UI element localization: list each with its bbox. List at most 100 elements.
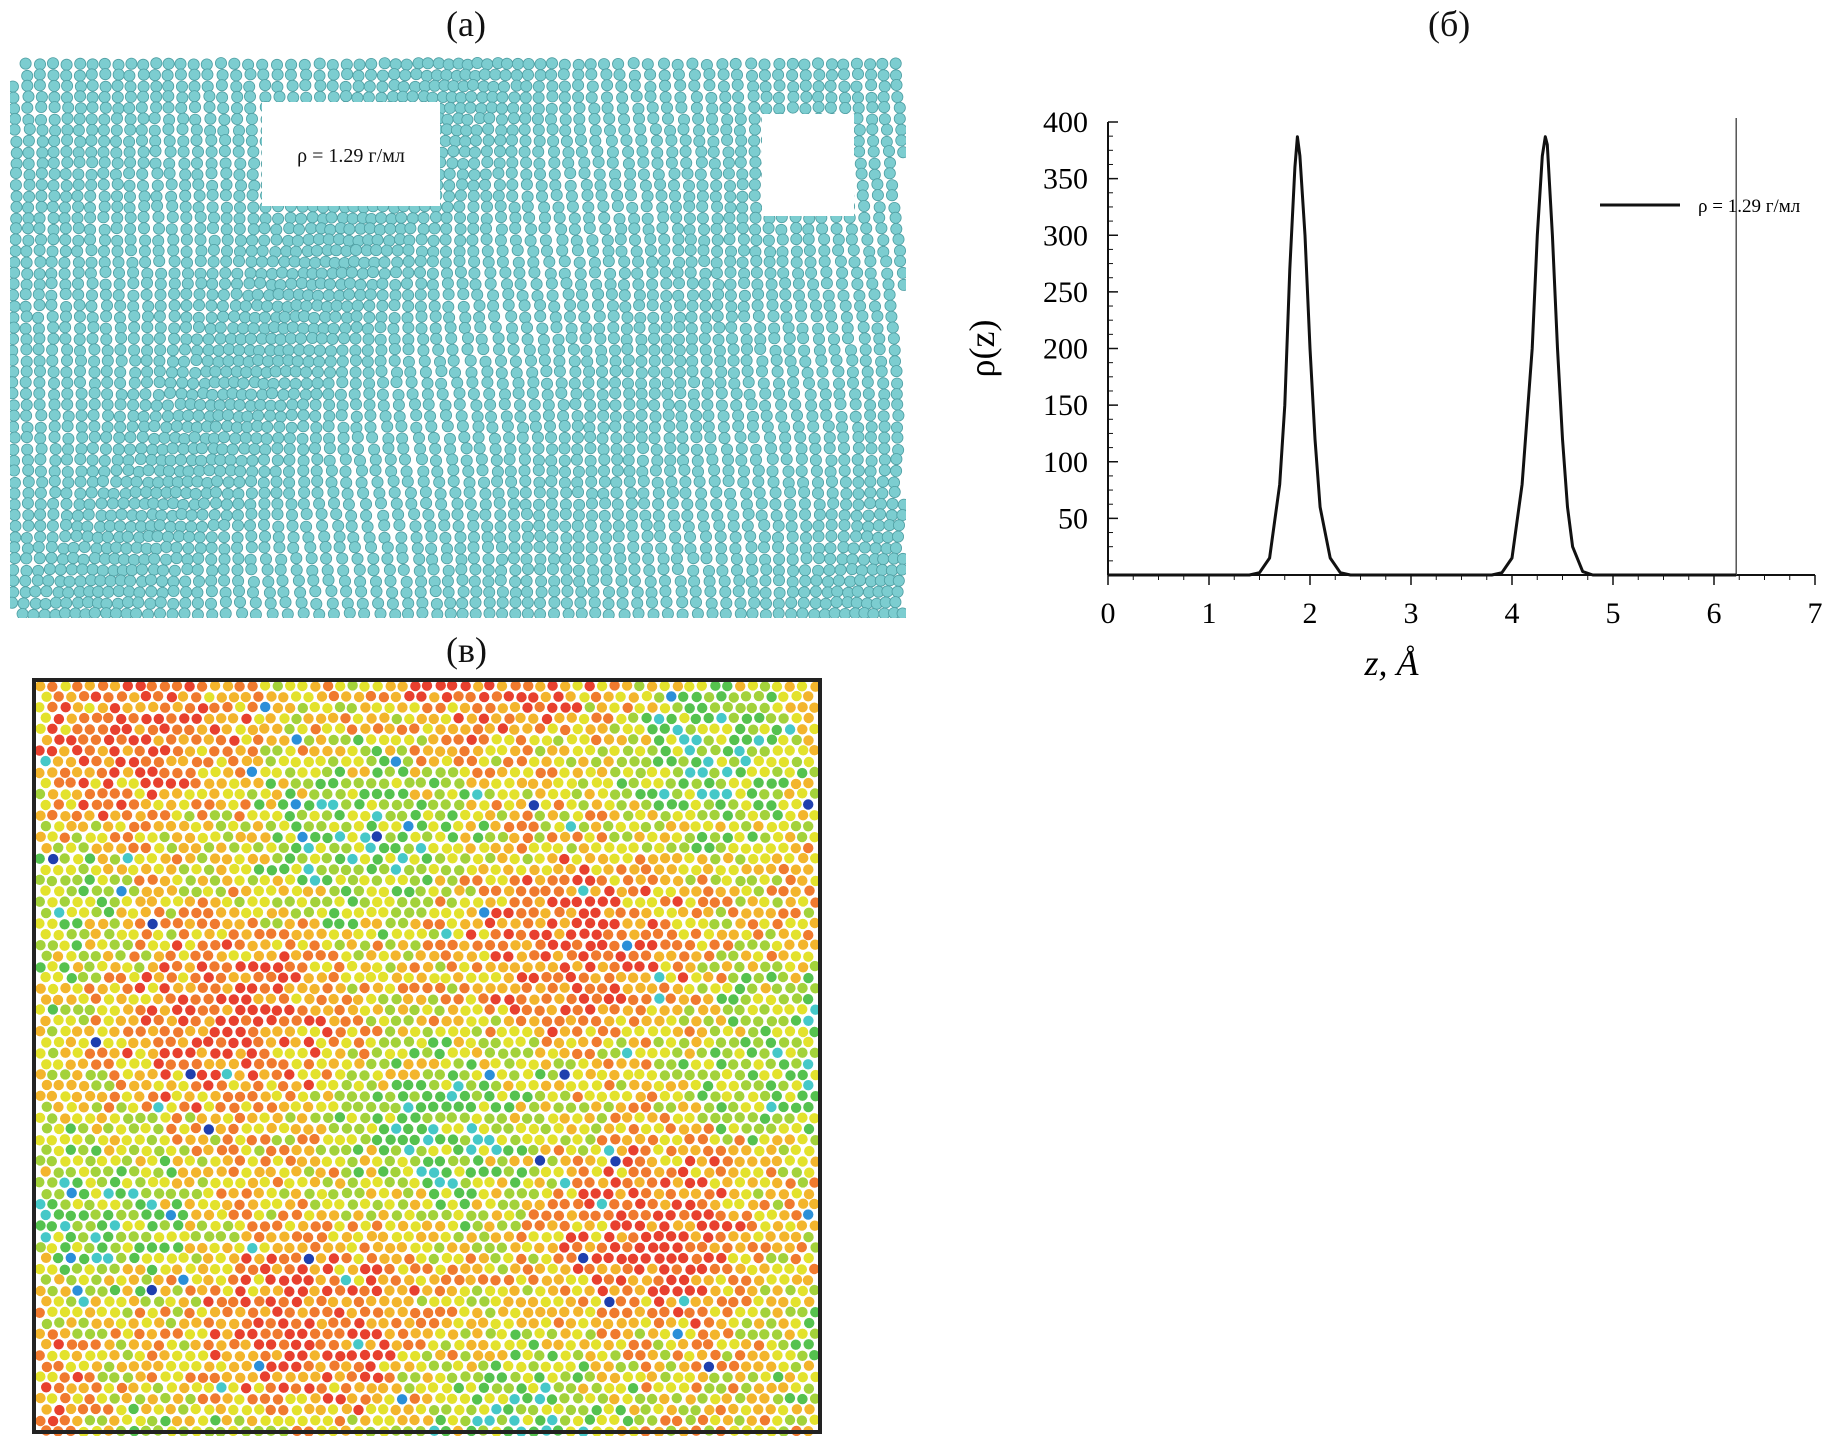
- atom-a: [10, 488, 20, 499]
- atom-a: [140, 235, 151, 246]
- atom-a: [887, 322, 898, 333]
- atom-c: [609, 746, 619, 756]
- atom-c: [148, 702, 158, 712]
- atom-c: [616, 800, 626, 810]
- atom-a: [452, 498, 463, 509]
- atom-a: [748, 91, 759, 102]
- atom-a: [573, 69, 584, 80]
- atom-a: [433, 344, 444, 355]
- atom-a: [182, 278, 193, 289]
- atom-a: [561, 564, 572, 575]
- atom-c: [660, 767, 670, 777]
- atom-a: [181, 334, 192, 345]
- atom-c: [716, 691, 726, 701]
- atom-c: [98, 681, 108, 691]
- atom-a: [334, 542, 345, 553]
- atom-a: [354, 455, 365, 466]
- atom-a: [33, 289, 44, 300]
- atom-a: [312, 367, 323, 378]
- atom-a: [658, 256, 669, 267]
- atom-a: [672, 223, 683, 234]
- atom-c: [204, 865, 214, 875]
- atom-c: [285, 703, 295, 713]
- atom-a: [546, 498, 557, 509]
- atom-c: [778, 692, 788, 702]
- atom-a: [850, 389, 861, 400]
- atom-a: [708, 146, 719, 157]
- atom-a: [137, 180, 148, 191]
- atom-c: [148, 875, 158, 885]
- atom-a: [533, 81, 544, 92]
- atom-c: [734, 832, 744, 842]
- atom-a: [521, 508, 532, 519]
- atom-c: [528, 692, 538, 702]
- atom-c: [542, 714, 552, 724]
- atom-c: [785, 832, 795, 842]
- atom-a: [10, 388, 18, 399]
- atom-a: [232, 113, 243, 124]
- atom-a: [179, 344, 190, 355]
- atom-c: [454, 908, 464, 918]
- atom-c: [179, 886, 189, 896]
- atom-c: [778, 886, 788, 896]
- atom-a: [808, 279, 819, 290]
- atom-a: [75, 355, 86, 366]
- atom-c: [210, 681, 220, 691]
- atom-a: [800, 356, 811, 367]
- atom-c: [84, 810, 94, 820]
- atom-a: [582, 356, 593, 367]
- atom-a: [210, 487, 221, 498]
- atom-c: [516, 908, 526, 918]
- atom-a: [100, 443, 111, 454]
- atom-a: [869, 158, 880, 169]
- atom-a: [571, 388, 582, 399]
- atom-c: [492, 691, 502, 701]
- atom-a: [233, 553, 244, 564]
- atom-a: [586, 476, 597, 487]
- atom-c: [447, 876, 457, 886]
- atom-c: [767, 822, 777, 832]
- atom-c: [686, 724, 696, 734]
- atom-a: [700, 312, 711, 323]
- atom-c: [123, 681, 133, 691]
- atom-a: [220, 608, 231, 618]
- atom-a: [176, 388, 187, 399]
- atom-a: [365, 542, 376, 553]
- atom-a: [403, 301, 414, 312]
- atom-a: [87, 92, 98, 103]
- atom-c: [610, 723, 620, 733]
- atom-c: [179, 713, 189, 723]
- atom-a: [700, 531, 711, 542]
- atom-a: [441, 70, 452, 81]
- atom-a: [248, 224, 259, 235]
- atom-a: [437, 389, 448, 400]
- atom-a: [609, 345, 620, 356]
- atom-a: [218, 564, 229, 575]
- atom-a: [851, 58, 862, 69]
- atom-c: [517, 756, 527, 766]
- atom-a: [749, 190, 760, 201]
- atom-a: [381, 245, 392, 256]
- atom-c: [672, 702, 682, 712]
- atom-a: [61, 488, 72, 499]
- atom-a: [513, 378, 524, 389]
- atom-c: [291, 864, 301, 874]
- atom-a: [704, 69, 715, 80]
- atom-a: [232, 268, 243, 279]
- atom-a: [163, 102, 174, 113]
- atom-a: [140, 400, 151, 411]
- atom-c: [241, 908, 251, 918]
- atom-a: [219, 278, 230, 289]
- atom-a: [47, 58, 58, 69]
- atom-a: [178, 136, 189, 147]
- atom-c: [360, 897, 370, 907]
- atom-a: [643, 553, 654, 564]
- atom-a: [221, 246, 232, 257]
- atom-c: [67, 907, 77, 917]
- atom-a: [780, 432, 791, 443]
- atom-c: [360, 702, 370, 712]
- atom-a: [641, 201, 652, 212]
- atom-a: [753, 289, 764, 300]
- atom-a: [770, 487, 781, 498]
- atom-a: [506, 135, 517, 146]
